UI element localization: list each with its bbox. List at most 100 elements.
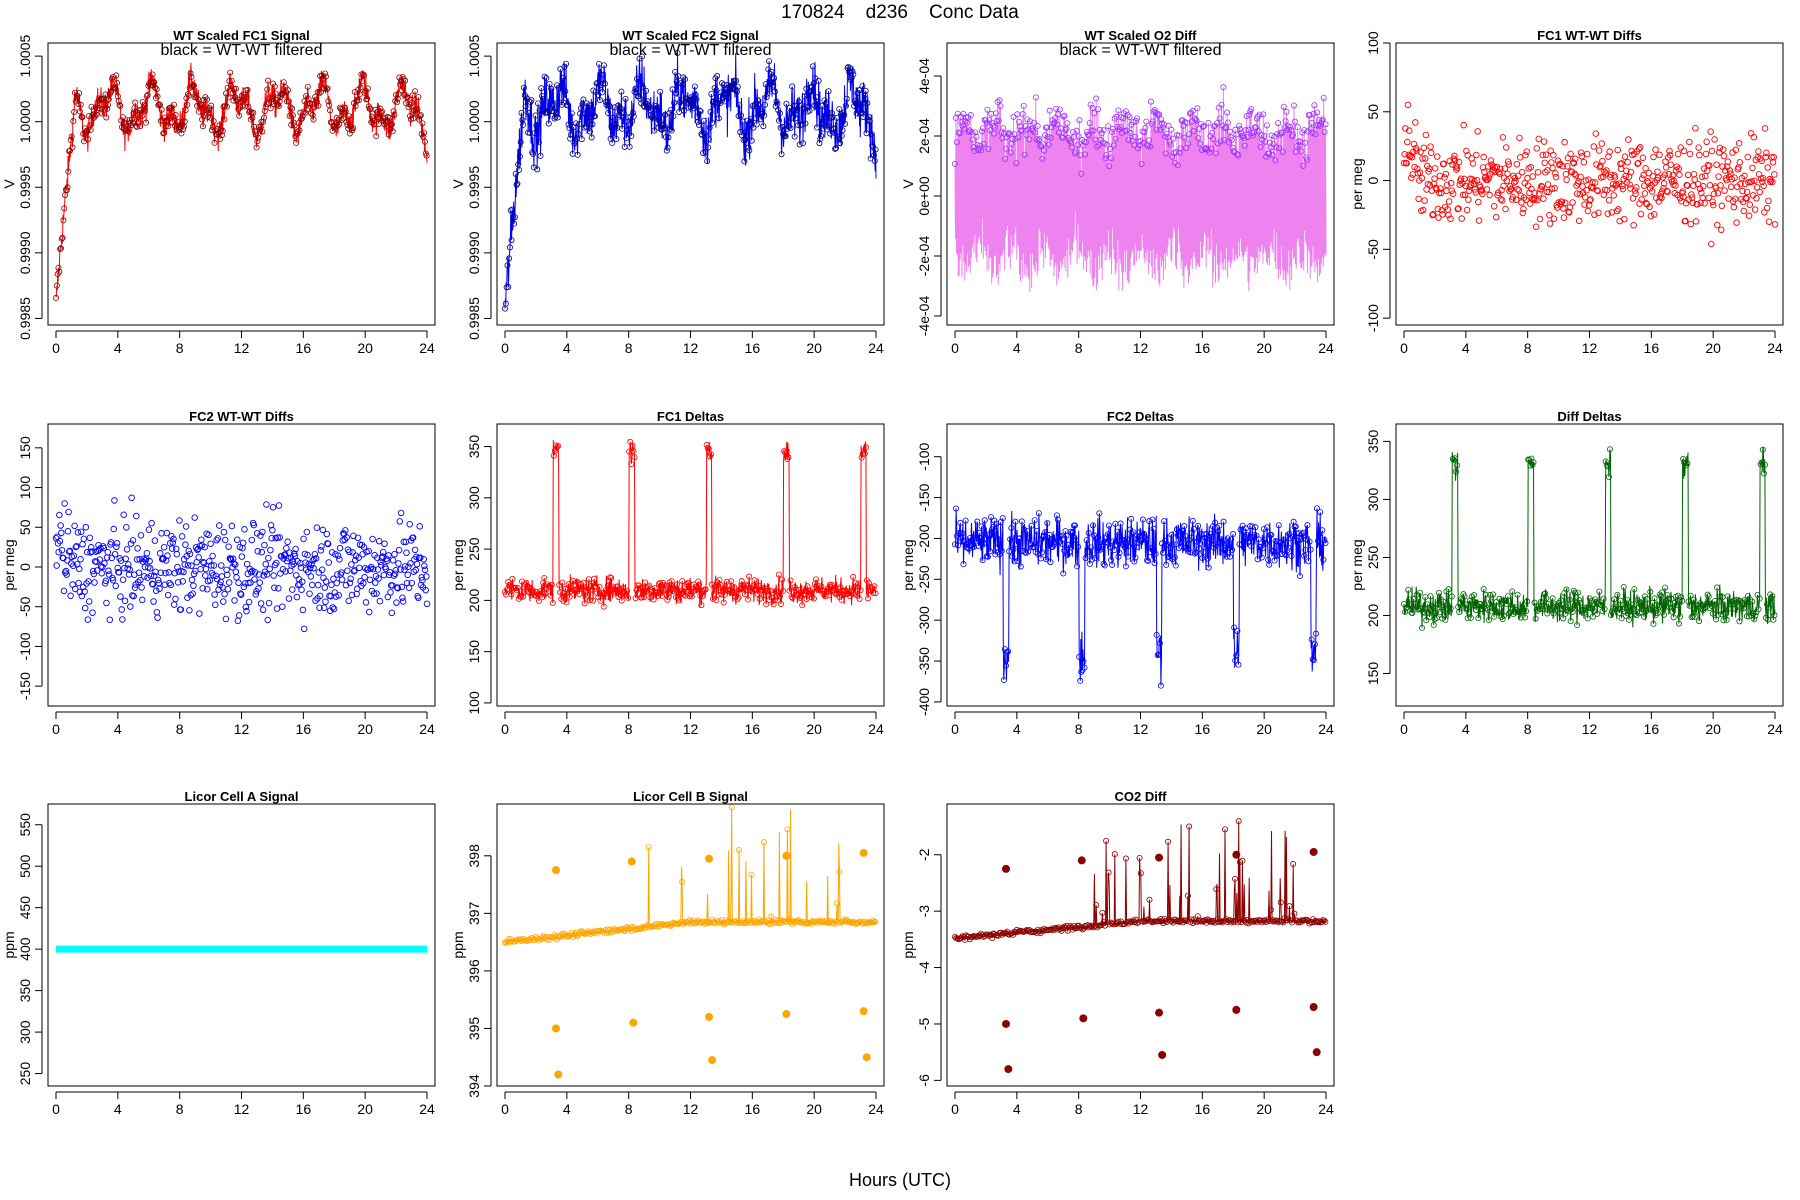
data-point	[1108, 155, 1115, 162]
data-point	[582, 594, 589, 601]
data-point	[1007, 536, 1014, 543]
data-point	[1690, 596, 1697, 603]
data-point	[1417, 148, 1424, 156]
data-point	[1096, 126, 1103, 133]
data-point	[1593, 599, 1600, 606]
data-point	[1653, 601, 1660, 608]
data-point	[761, 112, 768, 119]
x-tick-label: 16	[1195, 721, 1211, 737]
highlight-point	[1158, 1050, 1167, 1059]
data-point	[284, 87, 291, 94]
data-point	[637, 95, 644, 102]
data-point	[574, 151, 581, 158]
data-point	[1304, 522, 1311, 529]
data-point	[840, 109, 847, 116]
data-point	[1308, 119, 1315, 126]
data-point	[723, 578, 730, 585]
y-tick-label: -4	[916, 961, 932, 974]
data-point	[134, 545, 141, 552]
data-point	[1598, 140, 1606, 147]
data-point	[135, 118, 142, 125]
data-point	[1061, 547, 1068, 554]
highlight-point	[1309, 1003, 1318, 1012]
data-point	[1441, 612, 1448, 619]
data-point	[861, 450, 868, 457]
chart-title: Licor Cell B Signal	[633, 789, 748, 804]
data-point	[218, 562, 225, 569]
data-point	[769, 595, 776, 602]
data-point	[707, 451, 714, 458]
data-point	[1218, 918, 1225, 925]
data-point	[190, 582, 197, 589]
data-point	[57, 245, 64, 252]
data-point	[654, 592, 661, 599]
data-point	[167, 581, 175, 589]
data-point	[242, 603, 250, 611]
data-point	[328, 549, 336, 556]
data-point	[1607, 611, 1614, 618]
data-point	[1584, 207, 1592, 215]
data-point	[804, 91, 811, 98]
data-point	[681, 918, 688, 925]
data-point	[349, 549, 356, 556]
data-point	[171, 569, 179, 577]
data-point	[1053, 924, 1060, 931]
data-point	[971, 543, 978, 550]
data-point	[1255, 536, 1262, 543]
data-point	[101, 580, 109, 587]
data-point	[316, 90, 323, 97]
data-point	[667, 126, 674, 133]
data-point	[1425, 609, 1432, 616]
data-point	[542, 590, 549, 597]
data-point	[65, 508, 72, 516]
data-point	[1092, 555, 1099, 562]
data-point	[1765, 218, 1773, 225]
data-point	[1758, 157, 1765, 164]
data-point	[313, 524, 321, 531]
data-point	[576, 590, 583, 597]
highlight-point	[1004, 1065, 1013, 1074]
data-point	[1587, 604, 1594, 611]
data-point	[1669, 608, 1676, 615]
data-point	[156, 550, 164, 557]
data-point	[1570, 159, 1578, 167]
data-point	[1085, 132, 1092, 139]
data-point	[1011, 131, 1018, 138]
data-point	[103, 599, 110, 607]
data-point	[551, 931, 558, 938]
data-point	[1595, 209, 1602, 217]
data-point	[1137, 532, 1144, 539]
data-point	[1276, 917, 1283, 924]
chart-title: FC2 Deltas	[1107, 409, 1174, 424]
data-point	[1627, 168, 1635, 176]
data-point	[421, 138, 428, 145]
data-point	[1426, 181, 1434, 189]
data-point	[1678, 594, 1685, 601]
data-point	[248, 536, 256, 544]
data-point	[1044, 520, 1051, 527]
data-point	[1762, 614, 1769, 621]
data-point	[988, 110, 995, 117]
data-point	[1011, 558, 1018, 565]
data-point	[1319, 527, 1326, 534]
data-point	[1117, 520, 1124, 527]
data-point	[1127, 130, 1134, 137]
data-point	[745, 596, 752, 603]
data-point	[1658, 194, 1665, 202]
data-point	[354, 585, 361, 593]
data-point	[1610, 192, 1617, 199]
data-point	[848, 589, 855, 596]
data-point	[862, 444, 869, 451]
data-point	[138, 584, 145, 591]
data-point	[251, 569, 259, 576]
data-point	[956, 130, 963, 137]
data-point	[1648, 606, 1655, 613]
data-point	[277, 570, 284, 577]
data-point	[1189, 517, 1196, 524]
data-point	[611, 589, 618, 596]
data-point	[1215, 528, 1222, 535]
data-point	[593, 583, 600, 590]
y-tick-label: -250	[916, 565, 932, 593]
data-point	[382, 565, 390, 573]
